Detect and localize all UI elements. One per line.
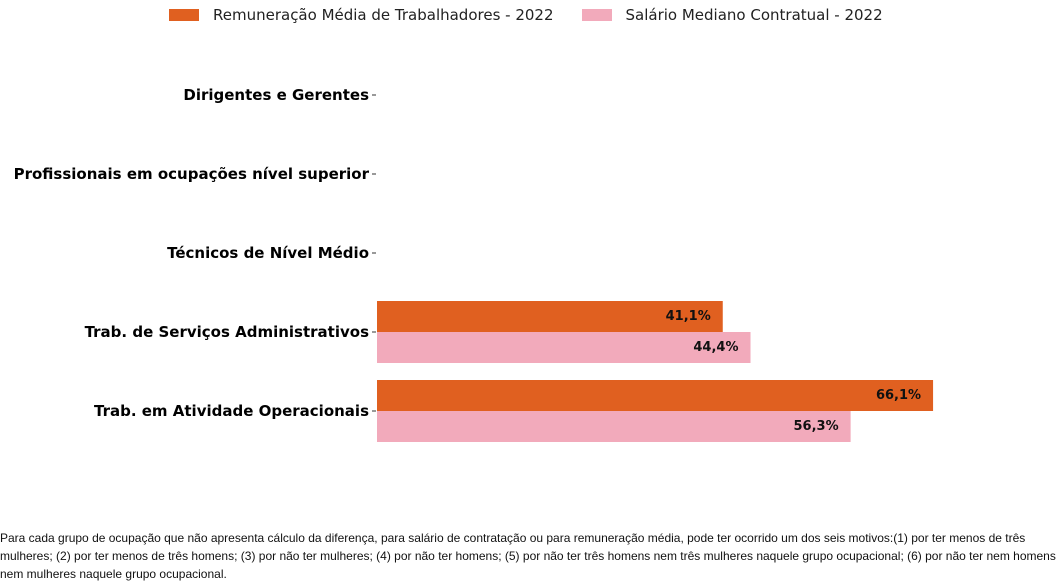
bar-remuneracao-trab-de-servicos-administrativos: [377, 301, 723, 332]
data-label-remuneracao-trab-de-servicos-administrativos: 41,1%: [666, 309, 711, 324]
y-tick-label-dirigentes-e-gerentes: Dirigentes e Gerentes: [183, 86, 369, 104]
y-tick-label-tecnicos-de-nivel-medio: Técnicos de Nível Médio: [167, 244, 369, 262]
legend-label-salario: Salário Mediano Contratual - 2022: [625, 6, 883, 24]
bar-chart: Dirigentes e Gerentes Profissionais em oc…: [14, 86, 934, 442]
bar-salario-trab-em-atividade-operacionais: [377, 411, 851, 442]
data-label-salario-trab-de-servicos-administrativos: 44,4%: [693, 340, 738, 355]
footnote: Para cada grupo de ocupação que não apre…: [0, 531, 1056, 581]
bar-remuneracao-trab-em-atividade-operacionais: [377, 380, 934, 411]
y-tick-label-trab-de-servicos-administrativos: Trab. de Serviços Administrativos: [85, 323, 369, 341]
chart-legend: Remuneração Média de Trabalhadores - 202…: [169, 4, 911, 26]
y-tick-label-profissionais-em-ocupacoes-nivel-superior: Profissionais em ocupações nível superio…: [14, 165, 370, 183]
legend-swatch-remuneracao: [169, 9, 199, 21]
data-label-salario-trab-em-atividade-operacionais: 56,3%: [794, 419, 839, 434]
legend-swatch-salario: [581, 9, 612, 21]
legend-label-remuneracao: Remuneração Média de Trabalhadores - 202…: [213, 6, 554, 24]
bar-salario-trab-de-servicos-administrativos: [377, 332, 751, 363]
y-tick-label-trab-em-atividade-operacionais: Trab. em Atividade Operacionais: [94, 402, 369, 420]
legend-item-salario: Salário Mediano Contratual - 2022: [581, 6, 883, 24]
legend-item-remuneracao: Remuneração Média de Trabalhadores - 202…: [169, 6, 554, 24]
data-label-remuneracao-trab-em-atividade-operacionais: 66,1%: [876, 388, 921, 403]
